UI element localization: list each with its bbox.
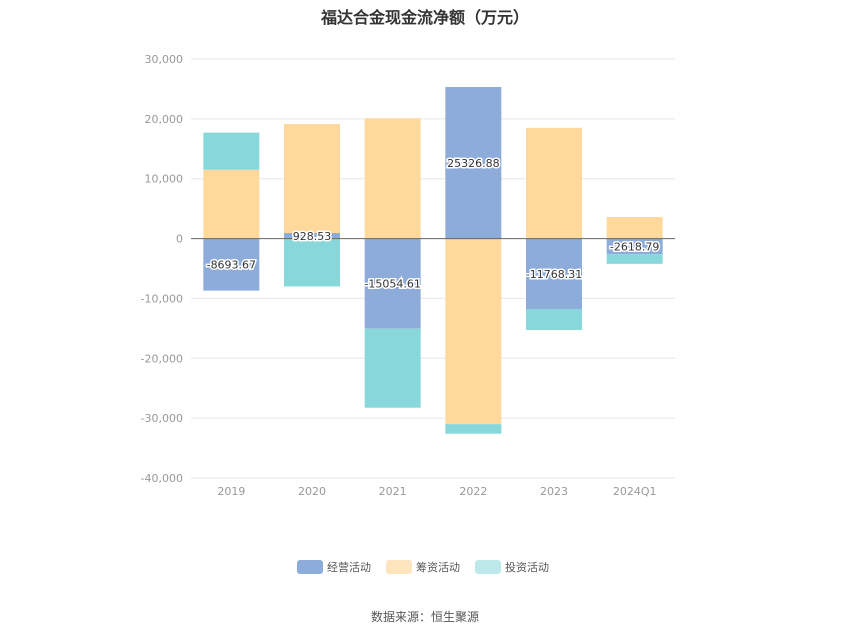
legend-label: 投资活动	[505, 560, 549, 574]
x-tick-label: 2019	[217, 485, 245, 498]
bar-investing	[526, 309, 582, 330]
legend-swatch	[475, 560, 501, 574]
data-label: -15054.61	[364, 278, 420, 291]
bar-financing	[364, 118, 421, 239]
legend-label: 经营活动	[327, 560, 371, 574]
bar-investing	[445, 424, 502, 434]
data-label: 928.53	[293, 230, 332, 243]
bars	[203, 86, 663, 434]
legend-swatch	[297, 560, 323, 574]
y-tick-label: -40,000	[141, 472, 183, 485]
x-tick-label: 2023	[540, 485, 568, 498]
bar-financing	[203, 169, 260, 239]
y-tick-label: 0	[176, 233, 183, 246]
grid-lines	[191, 58, 675, 479]
bar-operating	[203, 238, 260, 291]
zero-line	[191, 238, 675, 479]
data-label: -8693.67	[207, 259, 256, 272]
bar-financing	[445, 238, 502, 425]
y-tick-label: 20,000	[145, 113, 184, 126]
bar-operating	[526, 238, 582, 310]
y-tick-label: -20,000	[141, 352, 183, 365]
bar-investing	[284, 238, 340, 287]
legend-label: 筹资活动	[416, 560, 460, 574]
x-tick-label: 2021	[379, 485, 407, 498]
bar-operating	[284, 233, 340, 239]
bar-financing	[606, 217, 663, 239]
bar-investing	[364, 328, 421, 408]
data-label: 25326.88	[447, 157, 500, 170]
y-tick-label: 30,000	[145, 53, 184, 66]
chart-title: 福达合金现金流净额（万元）	[320, 8, 529, 27]
x-tick-label: 2022	[459, 485, 487, 498]
data-label: -2618.79	[610, 240, 659, 253]
y-axis: 30,000 20,000 10,000 0 -10,000 -20,000 -30,000…	[141, 53, 183, 485]
legend: 经营活动 筹资活动 投资活动	[297, 560, 549, 574]
bar-operating	[364, 238, 421, 329]
legend-swatch	[386, 560, 412, 574]
data-labels: -8693.67 928.53 -15054.61 25326.88 -11768.31…	[205, 155, 661, 292]
x-tick-label: 2020	[298, 485, 326, 498]
y-tick-label: 10,000	[145, 173, 184, 186]
bar-investing	[203, 132, 260, 170]
source-note: 数据来源：恒生聚源	[370, 610, 479, 624]
data-label: -11768.31	[526, 268, 582, 281]
x-axis: 2019 2020 2021 2022 2023 2024Q1	[217, 485, 656, 498]
bar-operating	[606, 238, 663, 255]
y-tick-label: -30,000	[141, 412, 183, 425]
x-tick-label: 2024Q1	[613, 485, 657, 498]
bar-operating	[445, 86, 502, 239]
bar-investing	[606, 254, 663, 264]
bar-financing	[526, 127, 582, 239]
y-tick-label: -10,000	[141, 292, 183, 305]
bar-financing	[284, 124, 340, 234]
